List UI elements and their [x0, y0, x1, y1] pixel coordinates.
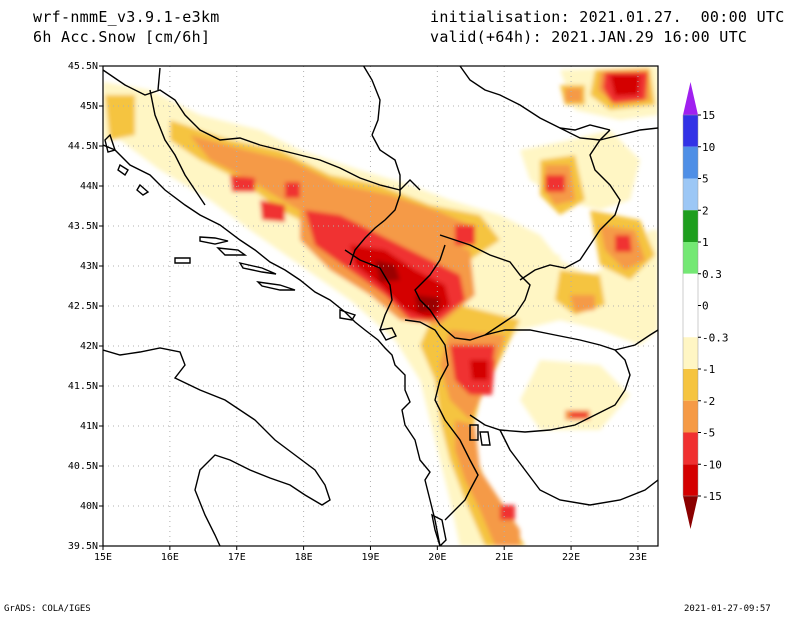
lon-tick-label: 23E	[629, 552, 647, 563]
colorbar-segment	[683, 305, 698, 338]
colorbar-segment	[683, 369, 698, 401]
colorbar-label: 15	[702, 109, 715, 122]
lat-labels: 45.5N 45N 44.5N 44N 43.5N 43N 42.5N 42N 41.5N 41N…	[68, 61, 103, 552]
lon-labels: 15E 16E 17E 18E 19E 20E 21E 22E 23E	[94, 546, 647, 563]
colorbar-segment	[683, 242, 698, 274]
colorbar: 15 10 5 2 1 0.3 0 -0.3 -1 -2 -5 -10 -15	[682, 82, 729, 529]
model-title: wrf-nmmE_v3.9.1-e3km	[33, 8, 220, 26]
lat-tick-label: 40N	[80, 501, 98, 512]
colorbar-segment	[683, 273, 698, 306]
lon-tick-label: 19E	[361, 552, 379, 563]
coastlines-borders	[103, 66, 658, 546]
footer-right: 2021-01-27-09:57	[684, 604, 771, 614]
colorbar-label: -0.3	[702, 331, 729, 344]
lat-tick-label: 42N	[80, 341, 98, 352]
footer-left: GrADS: COLA/IGES	[4, 604, 91, 614]
colorbar-label: 5	[702, 173, 709, 186]
colorbar-label: -1	[702, 363, 715, 376]
colorbar-label: 0.3	[702, 268, 722, 281]
colorbar-label: 0	[702, 300, 709, 313]
colorbar-label: -15	[702, 490, 722, 503]
lon-tick-label: 20E	[428, 552, 446, 563]
field-title: 6h Acc.Snow [cm/6h]	[33, 28, 211, 46]
colorbar-label: 1	[702, 236, 709, 249]
lon-tick-label: 22E	[562, 552, 580, 563]
lat-tick-label: 45N	[80, 101, 98, 112]
snowfall-field	[103, 66, 658, 546]
colorbar-bottom-arrow	[683, 496, 698, 529]
colorbar-label: -2	[702, 395, 715, 408]
lat-lon-grid	[103, 66, 658, 546]
lat-tick-label: 44.5N	[68, 141, 98, 152]
colorbar-label: 10	[702, 141, 715, 154]
valid-time: valid(+64h): 2021.JAN.29 16:00 UTC	[430, 28, 748, 46]
lat-tick-label: 44N	[80, 181, 98, 192]
lat-tick-label: 41.5N	[68, 381, 98, 392]
colorbar-segment	[683, 178, 698, 211]
lat-tick-label: 45.5N	[68, 61, 98, 72]
lat-tick-label: 41N	[80, 421, 98, 432]
lon-tick-label: 15E	[94, 552, 112, 563]
colorbar-top-arrow	[683, 82, 698, 115]
colorbar-segment	[683, 400, 698, 433]
colorbar-segment	[683, 337, 698, 369]
lat-tick-label: 42.5N	[68, 301, 98, 312]
lon-tick-label: 16E	[161, 552, 179, 563]
colorbar-segment	[683, 432, 698, 465]
init-time: initialisation: 2021.01.27. 00:00 UTC	[430, 8, 785, 26]
colorbar-label: -10	[702, 458, 722, 471]
lon-tick-label: 17E	[228, 552, 246, 563]
colorbar-segment	[683, 115, 698, 147]
lon-tick-label: 18E	[295, 552, 313, 563]
lat-tick-label: 39.5N	[68, 541, 98, 552]
colorbar-label: -5	[702, 427, 715, 440]
lat-tick-label: 40.5N	[68, 461, 98, 472]
colorbar-segment	[683, 464, 698, 496]
lon-tick-label: 21E	[495, 552, 513, 563]
lat-tick-label: 43N	[80, 261, 98, 272]
lat-tick-label: 43.5N	[68, 221, 98, 232]
colorbar-label: 2	[702, 204, 709, 217]
colorbar-segment	[683, 210, 698, 242]
colorbar-segment	[683, 146, 698, 179]
